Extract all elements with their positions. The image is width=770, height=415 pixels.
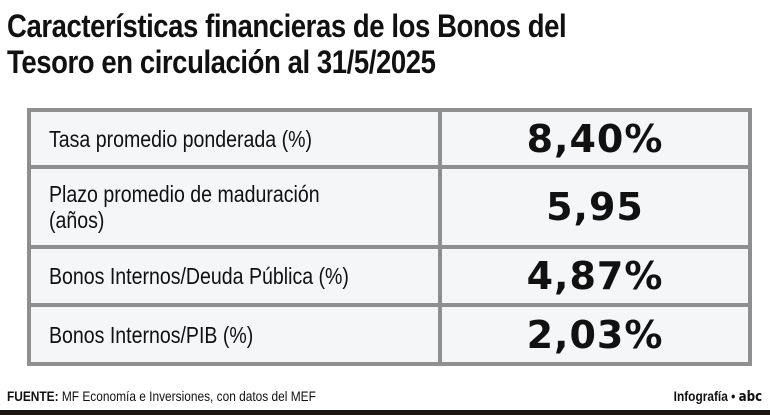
title-line-1: Características financieras de los Bonos…: [7, 8, 567, 44]
abc-logo: abc: [738, 389, 762, 405]
row-value: 8,40%: [438, 108, 752, 169]
row-label: Plazo promedio de maduración (años): [49, 181, 320, 233]
page-title: Características financieras de los Bonos…: [7, 8, 567, 80]
source-text: MF Economía e Inversiones, con datos del…: [61, 388, 316, 404]
table-row: Plazo promedio de maduración (años) 5,95: [27, 165, 752, 249]
row-label: Bonos Internos/Deuda Pública (%): [49, 263, 349, 289]
row-value: 2,03%: [438, 303, 752, 366]
table-row: Bonos Internos/PIB (%) 2,03%: [27, 303, 752, 366]
source-note: FUENTE: MF Economía e Inversiones, con d…: [7, 388, 316, 404]
table-row: Tasa promedio ponderada (%) 8,40%: [27, 108, 752, 169]
credit: Infografía • abc: [673, 388, 762, 405]
data-table: Tasa promedio ponderada (%) 8,40% Plazo p…: [27, 108, 752, 366]
row-label: Tasa promedio ponderada (%): [49, 125, 312, 152]
credit-text: Infografía •: [673, 388, 736, 404]
bottom-bar: [0, 410, 770, 415]
title-line-2: Tesoro en circulación al 31/5/2025: [7, 44, 436, 80]
source-label: FUENTE:: [7, 388, 59, 404]
table-row: Bonos Internos/Deuda Pública (%) 4,87%: [27, 245, 752, 307]
row-value: 4,87%: [438, 245, 752, 307]
row-value: 5,95: [438, 165, 752, 249]
row-label: Bonos Internos/PIB (%): [49, 321, 254, 348]
